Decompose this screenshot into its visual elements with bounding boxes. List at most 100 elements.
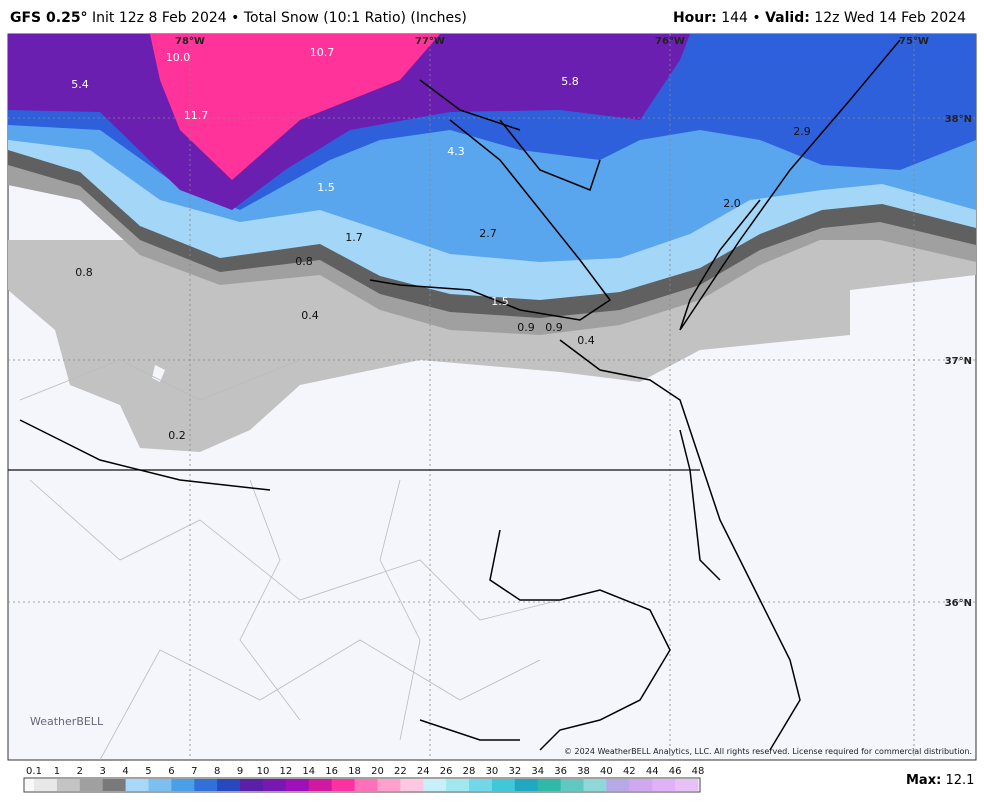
- legend-swatch: [262, 779, 287, 791]
- latitude-label: 37°N: [945, 356, 972, 367]
- legend-swatch: [514, 779, 539, 791]
- model: GFS 0.25°: [10, 10, 88, 26]
- longitude-label: 77°W: [415, 36, 445, 47]
- legend-swatch: [354, 779, 378, 791]
- valid-label: Valid:: [765, 10, 810, 26]
- legend-swatch: [583, 779, 607, 791]
- legend-swatch: [308, 779, 333, 791]
- legend-swatch: [240, 779, 264, 791]
- legend-swatch: [331, 779, 356, 791]
- legend-swatch: [606, 779, 630, 791]
- legend-swatch: [446, 779, 470, 791]
- watermark: WeatherBELL: [30, 715, 104, 728]
- legend-swatch: [652, 779, 676, 791]
- legend-swatch: [194, 779, 218, 791]
- contour-label: 0.8: [75, 266, 93, 279]
- legend-swatch: [469, 779, 493, 791]
- legend-tick: 1: [54, 766, 60, 777]
- contour-label: 5.8: [561, 75, 579, 88]
- legend-tick: 22: [394, 766, 407, 777]
- legend-tick: 7: [191, 766, 197, 777]
- legend-tick: 4: [122, 766, 128, 777]
- legend-tick: 34: [531, 766, 544, 777]
- copyright: © 2024 WeatherBELL Analytics, LLC. All r…: [564, 747, 972, 756]
- longitude-label: 76°W: [655, 36, 685, 47]
- contour-label: 0.2: [168, 429, 186, 442]
- title: Init 12z 8 Feb 2024 • Total Snow (10:1 R…: [92, 10, 467, 26]
- legend-tick: 8: [214, 766, 220, 777]
- legend-tick: 36: [554, 766, 567, 777]
- legend-swatch: [56, 779, 81, 791]
- legend-swatch: [285, 779, 310, 791]
- legend-tick: 48: [692, 766, 705, 777]
- legend-tick: 18: [348, 766, 361, 777]
- legend-tick: 3: [100, 766, 106, 777]
- legend-swatch: [629, 779, 653, 791]
- contour-label: 11.7: [184, 109, 209, 122]
- legend-tick: 9: [237, 766, 243, 777]
- contour-label: 10.0: [166, 51, 191, 64]
- contour-label: 0.9: [517, 321, 535, 334]
- legend-tick: 0.1: [26, 766, 42, 777]
- legend-tick: 12: [279, 766, 292, 777]
- legend-tick: 6: [168, 766, 174, 777]
- legend-tick: 42: [623, 766, 636, 777]
- valid: 12z Wed 14 Feb 2024: [814, 10, 966, 26]
- legend-swatch: [537, 779, 562, 791]
- legend-swatch: [79, 779, 104, 791]
- legend-tick: 10: [257, 766, 270, 777]
- contour-label: 1.5: [491, 295, 509, 308]
- legend-swatch: [675, 779, 699, 791]
- max-value: 12.1: [945, 773, 974, 788]
- legend-tick: 26: [440, 766, 453, 777]
- contour-label: 0.9: [545, 321, 563, 334]
- legend-tick: 46: [669, 766, 682, 777]
- latitude-label: 36°N: [945, 598, 972, 609]
- legend-swatch: [217, 779, 241, 791]
- header-right: Hour: 144 • Valid: 12z Wed 14 Feb 2024: [673, 10, 966, 26]
- header-left: GFS 0.25° Init 12z 8 Feb 2024 • Total Sn…: [10, 10, 467, 26]
- legend-swatch: [400, 779, 424, 791]
- contour-label: 4.3: [447, 145, 465, 158]
- max-label: Max:: [906, 773, 941, 788]
- legend-tick: 14: [302, 766, 315, 777]
- longitude-label: 75°W: [899, 36, 929, 47]
- county-lines: [19, 359, 561, 760]
- legend-swatch: [102, 779, 127, 791]
- map: WeatherBELL © 2024 WeatherBELL Analytics…: [7, 33, 977, 761]
- legend-tick: 5: [145, 766, 151, 777]
- legend-swatch: [491, 779, 516, 791]
- legend-swatch: [171, 779, 195, 791]
- legend-tick: 20: [371, 766, 384, 777]
- coastline: [19, 39, 901, 751]
- legend-swatch: [423, 779, 447, 791]
- legend-tick: 38: [577, 766, 590, 777]
- hour-label: Hour:: [673, 10, 717, 26]
- legend-tick: 44: [646, 766, 659, 777]
- contour-label: 0.4: [301, 309, 319, 322]
- contour-label: 0.4: [577, 334, 595, 347]
- legend-tick: 2: [77, 766, 83, 777]
- legend-swatch: [125, 779, 149, 791]
- legend-tick: 40: [600, 766, 613, 777]
- hour: 144 •: [721, 10, 760, 26]
- legend-swatch: [377, 779, 401, 791]
- contour-label: 5.4: [71, 78, 89, 91]
- legend-swatch: [25, 779, 34, 791]
- max: Max: 12.1: [906, 773, 974, 788]
- contour-label: 2.7: [479, 227, 497, 240]
- legend-tick: 30: [486, 766, 499, 777]
- legend-tick: 28: [463, 766, 476, 777]
- graticule: [8, 34, 976, 760]
- contour-label: 2.0: [723, 197, 741, 210]
- legend-tick: 24: [417, 766, 430, 777]
- longitude-label: 78°W: [175, 36, 205, 47]
- contour-label: 1.7: [345, 231, 363, 244]
- band: [8, 240, 976, 452]
- contour-label: 0.8: [295, 255, 313, 268]
- legend-swatch: [34, 779, 58, 791]
- latitude-label: 38°N: [945, 114, 972, 125]
- legend-swatch: [560, 779, 585, 791]
